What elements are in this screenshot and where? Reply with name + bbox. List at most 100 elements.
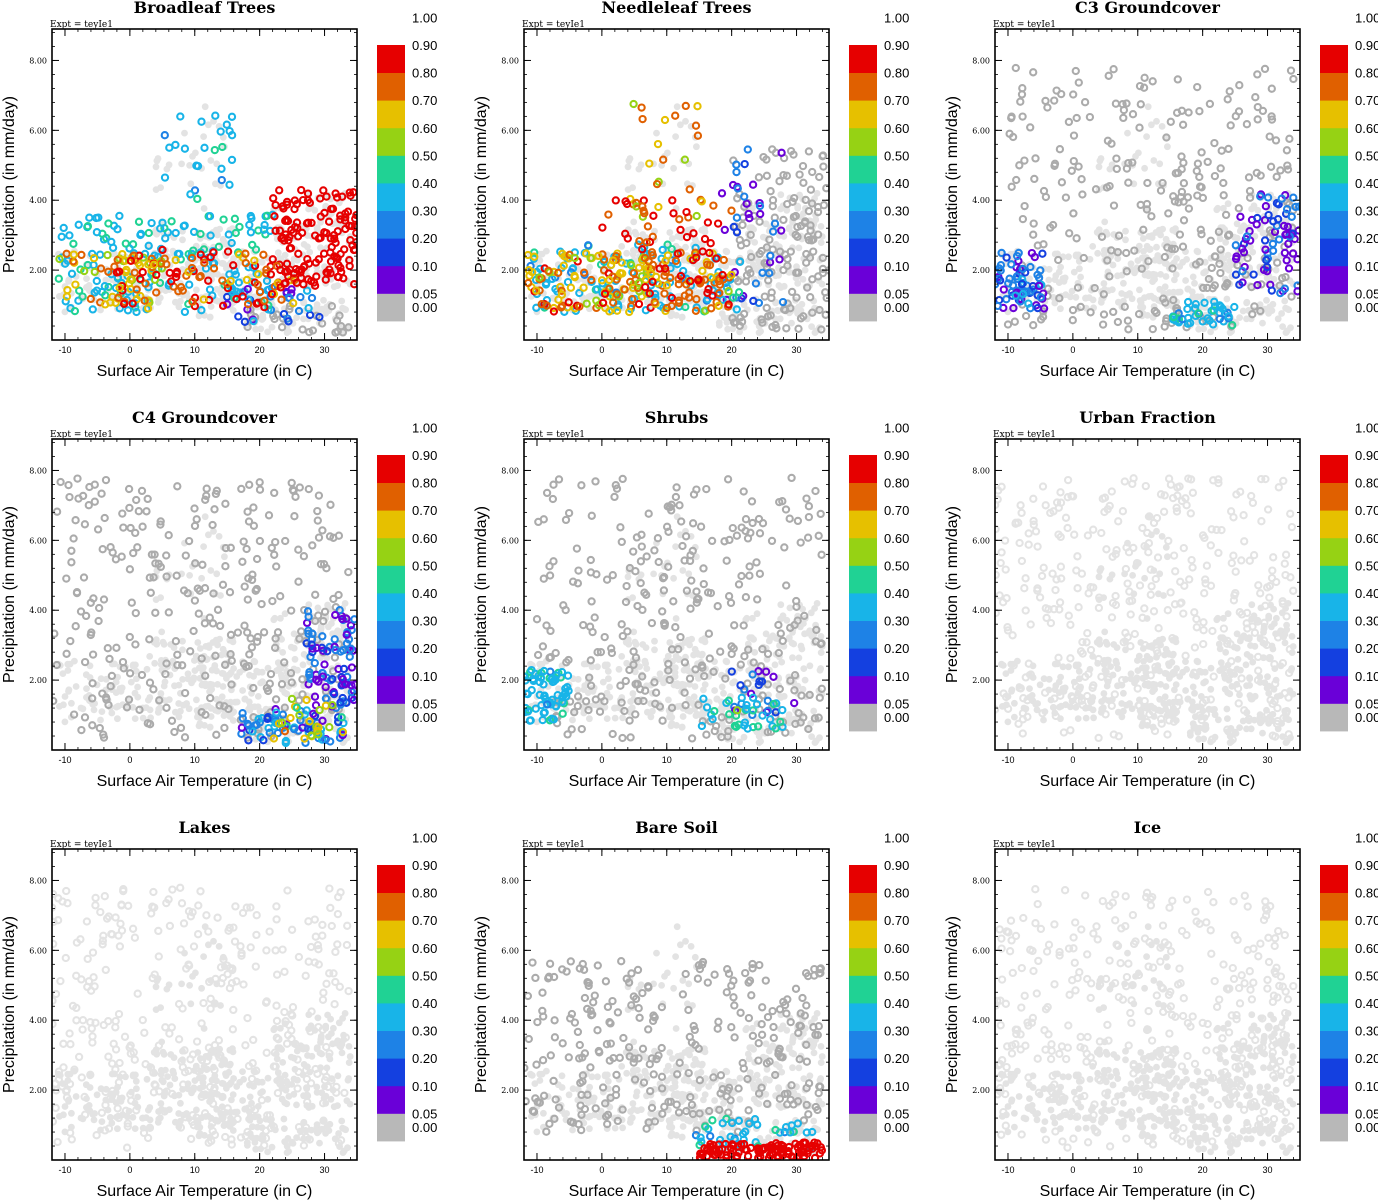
data-point <box>247 643 257 652</box>
background-point <box>808 323 815 330</box>
data-point <box>290 222 300 232</box>
data-point <box>609 298 618 307</box>
data-point <box>86 294 95 304</box>
data-point <box>1267 286 1276 295</box>
data-point <box>222 120 231 129</box>
x-tick-label: 0 <box>1070 345 1075 355</box>
data-point <box>1291 202 1300 212</box>
data-point <box>1276 166 1285 175</box>
background-point <box>536 660 544 668</box>
data-point <box>350 280 357 289</box>
background-point <box>1145 293 1153 300</box>
data-point <box>318 716 327 725</box>
data-point <box>107 237 116 247</box>
colorbar-segment <box>377 127 405 156</box>
background-point <box>626 155 634 162</box>
data-point <box>1173 168 1183 178</box>
data-point <box>818 253 827 263</box>
background-point <box>146 706 154 714</box>
data-point <box>64 480 73 490</box>
data-point <box>224 230 233 239</box>
data-point <box>1005 274 1014 283</box>
background-point <box>685 570 693 578</box>
data-point <box>255 478 264 487</box>
colorbar-segment <box>1320 265 1348 294</box>
data-point <box>782 324 791 333</box>
data-point <box>1210 252 1220 261</box>
background-point <box>186 572 194 579</box>
data-point <box>1031 154 1040 163</box>
data-point <box>292 278 301 287</box>
data-point <box>1231 112 1240 121</box>
background-point <box>90 706 98 714</box>
data-point <box>542 278 551 288</box>
data-point <box>318 526 327 535</box>
data-point <box>171 637 181 646</box>
background-point <box>1089 243 1097 250</box>
y-tick-label: 8.00 <box>29 56 47 65</box>
data-point <box>79 573 89 582</box>
data-point <box>299 552 309 561</box>
data-point <box>1287 292 1296 301</box>
colorbar-tick-label: 0.00 <box>1355 300 1378 315</box>
data-point <box>575 302 584 311</box>
data-point <box>156 517 165 526</box>
data-point <box>333 713 343 722</box>
data-point <box>88 679 97 688</box>
data-point <box>1268 239 1278 249</box>
x-tick-label: -10 <box>530 345 543 355</box>
data-point <box>178 286 187 295</box>
background-point <box>1062 291 1070 299</box>
background-point <box>753 610 761 618</box>
data-point <box>667 293 677 303</box>
colorbar-segment <box>1320 100 1348 129</box>
data-point <box>667 301 676 311</box>
background-point <box>665 696 672 704</box>
data-point <box>1123 316 1133 325</box>
x-tick-label: 0 <box>127 345 132 355</box>
data-point <box>140 296 149 305</box>
data-point <box>314 730 323 739</box>
data-point <box>557 290 567 299</box>
background-point <box>334 282 341 289</box>
data-point <box>1054 255 1063 265</box>
plot-frame <box>523 28 830 341</box>
data-point <box>56 477 65 487</box>
data-point <box>1203 157 1212 167</box>
data-point <box>1267 115 1277 124</box>
data-point <box>682 586 692 595</box>
data-point <box>1224 312 1233 321</box>
background-point <box>277 614 284 622</box>
data-point <box>1109 307 1118 317</box>
y-tick-label: 8.00 <box>972 56 990 65</box>
y-tick-label: 6.00 <box>501 126 519 135</box>
panel-title: Broadleaf Trees <box>134 0 276 17</box>
data-point <box>269 194 278 203</box>
data-point <box>693 276 703 285</box>
data-point <box>294 577 303 586</box>
data-point <box>1029 219 1038 228</box>
colorbar-segment <box>377 537 405 566</box>
background-point <box>152 163 160 171</box>
data-point <box>103 250 112 260</box>
data-point <box>727 270 736 280</box>
data-point <box>160 173 170 182</box>
data-point <box>1109 65 1118 74</box>
data-point <box>323 269 332 278</box>
data-point <box>671 111 680 120</box>
background-point <box>1220 204 1227 212</box>
background-point <box>151 659 159 667</box>
background-point <box>155 295 163 303</box>
data-point <box>1010 317 1019 326</box>
data-point <box>1015 161 1024 170</box>
data-point <box>736 241 746 250</box>
data-point <box>1148 77 1157 86</box>
data-point <box>284 317 293 326</box>
data-point <box>327 302 337 311</box>
data-point <box>698 266 707 276</box>
data-point <box>175 249 184 259</box>
data-point <box>336 698 345 707</box>
data-point <box>317 319 327 328</box>
